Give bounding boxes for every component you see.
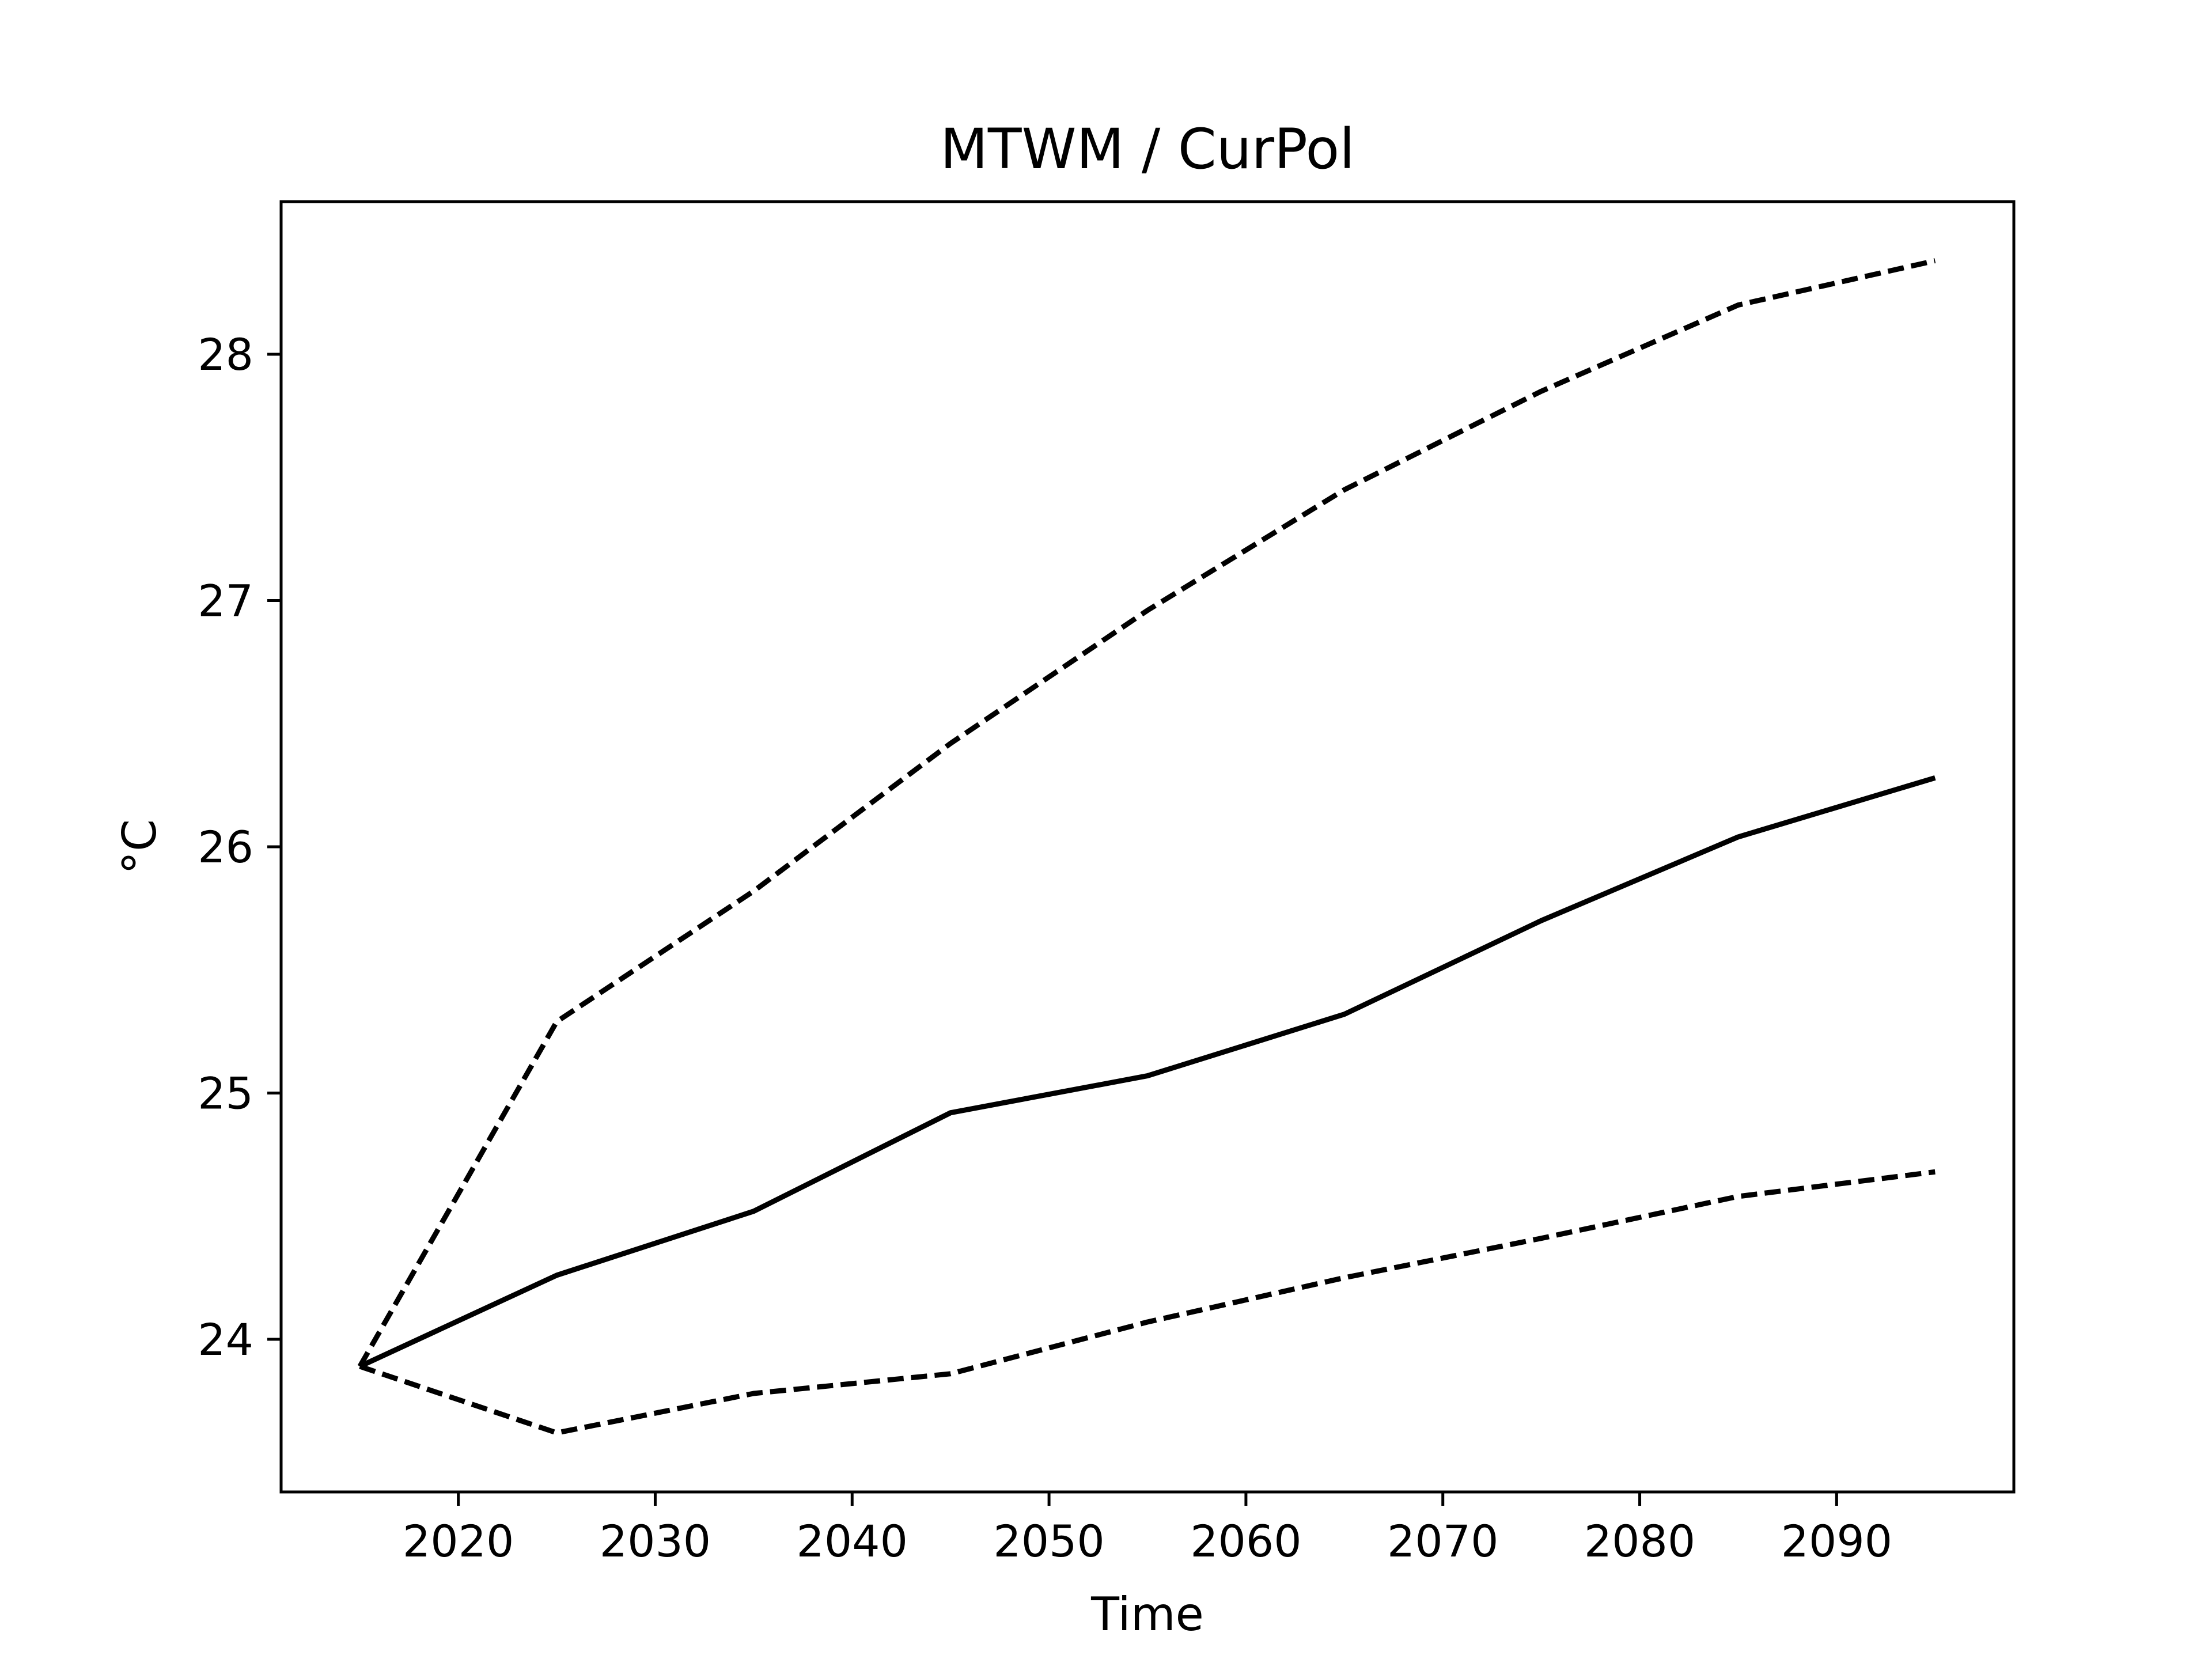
x-tick-label: 2020 [403, 1516, 514, 1567]
y-tick-label: 25 [198, 1067, 253, 1119]
y-tick-label: 26 [198, 821, 253, 873]
series-line-3-dashed [359, 1169, 1936, 1435]
y-axis-ticks: 24 25 26 27 28 [198, 329, 281, 1365]
x-axis-label: Time [1090, 1588, 1204, 1641]
chart-title: MTWM / CurPol [940, 117, 1355, 181]
x-tick-label: 2070 [1387, 1516, 1498, 1567]
series-line-2-dashed [357, 258, 1936, 1368]
x-tick-label: 2030 [600, 1516, 711, 1567]
y-tick-label: 27 [198, 575, 253, 627]
x-tick-label: 2090 [1781, 1516, 1892, 1567]
y-axis-label: °C [113, 819, 166, 874]
x-tick-label: 2040 [797, 1516, 908, 1567]
series-line-1-solid [358, 775, 1936, 1369]
plot-area-frame [279, 200, 2016, 1494]
x-tick-label: 2050 [993, 1516, 1104, 1567]
y-tick-label: 24 [198, 1314, 253, 1365]
x-tick-label: 2060 [1190, 1516, 1301, 1567]
x-axis-ticks: 2020 2030 2040 2050 2060 2070 2080 2090 [403, 1492, 1892, 1567]
x-tick-label: 2080 [1584, 1516, 1695, 1567]
y-tick-label: 28 [198, 329, 253, 380]
series-layer [357, 258, 1936, 1435]
